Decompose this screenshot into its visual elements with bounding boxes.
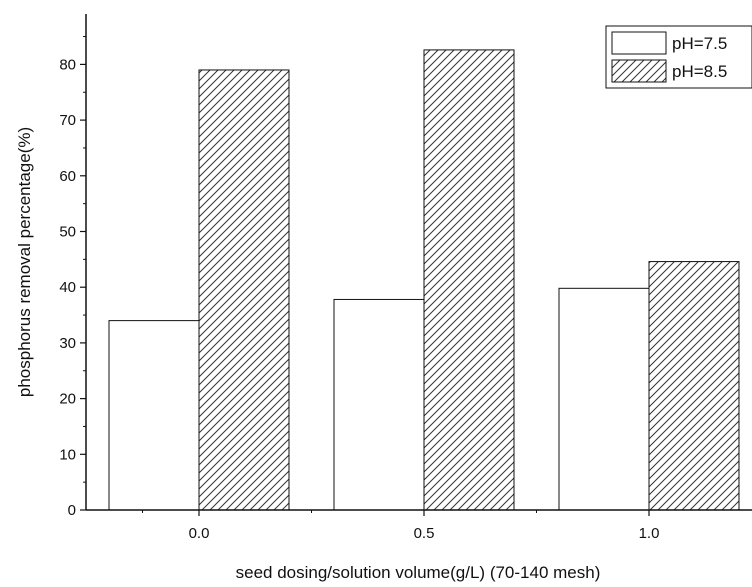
x-tick-label: 0.0 xyxy=(189,525,210,542)
x-axis-title: seed dosing/solution volume(g/L) (70-140… xyxy=(236,563,601,582)
bar-ph-7-5-0-5 xyxy=(333,298,425,511)
x-tick-label: 1.0 xyxy=(639,525,660,542)
bar-ph-8-5-0-0 xyxy=(198,69,290,511)
y-tick-label: 80 xyxy=(59,56,76,73)
legend-label-ph-8-5: pH=8.5 xyxy=(672,62,727,81)
bar-ph-7-5-0-0 xyxy=(108,320,200,511)
bar-ph-8-5-1-0 xyxy=(648,261,740,511)
bar-ph-7-5-1-0 xyxy=(558,287,650,511)
y-tick-label: 10 xyxy=(59,446,76,463)
legend-label-ph-7-5: pH=7.5 xyxy=(672,34,727,53)
legend: pH=7.5 pH=8.5 xyxy=(605,25,752,89)
y-axis-title: phosphorus removal percentage(%) xyxy=(15,127,34,397)
y-tick-label: 60 xyxy=(59,168,76,185)
y-tick-label: 50 xyxy=(59,224,76,241)
y-tick-label: 20 xyxy=(59,391,76,408)
bar-ph-8-5-0-5 xyxy=(423,49,515,511)
y-tick-label: 30 xyxy=(59,335,76,352)
y-tick-label: 0 xyxy=(68,502,76,519)
legend-swatch-ph-8-5 xyxy=(611,59,667,83)
y-tick-label: 40 xyxy=(59,279,76,296)
y-tick-label: 70 xyxy=(59,112,76,129)
legend-swatch-ph-7-5 xyxy=(611,31,667,55)
x-tick-label: 0.5 xyxy=(414,525,435,542)
